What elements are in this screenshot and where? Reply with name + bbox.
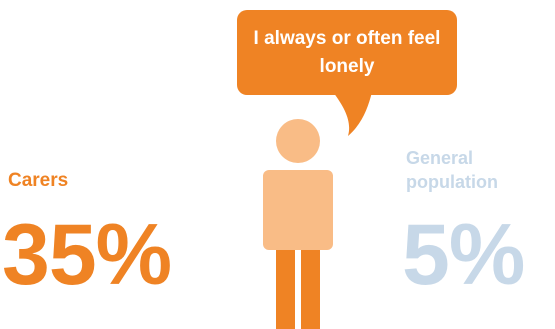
general-population-percent: 5% <box>402 207 525 303</box>
speech-bubble-text: I always or often feel lonely <box>253 28 441 77</box>
person-left-leg <box>276 250 295 329</box>
person-right-leg <box>301 250 320 329</box>
person-body <box>263 170 333 250</box>
carers-percent: 35% <box>2 207 172 303</box>
carers-label: Carers <box>8 170 69 191</box>
speech-bubble: I always or often feel lonely <box>237 10 457 95</box>
person-head <box>276 119 320 163</box>
general-population-label: General population <box>406 148 498 192</box>
